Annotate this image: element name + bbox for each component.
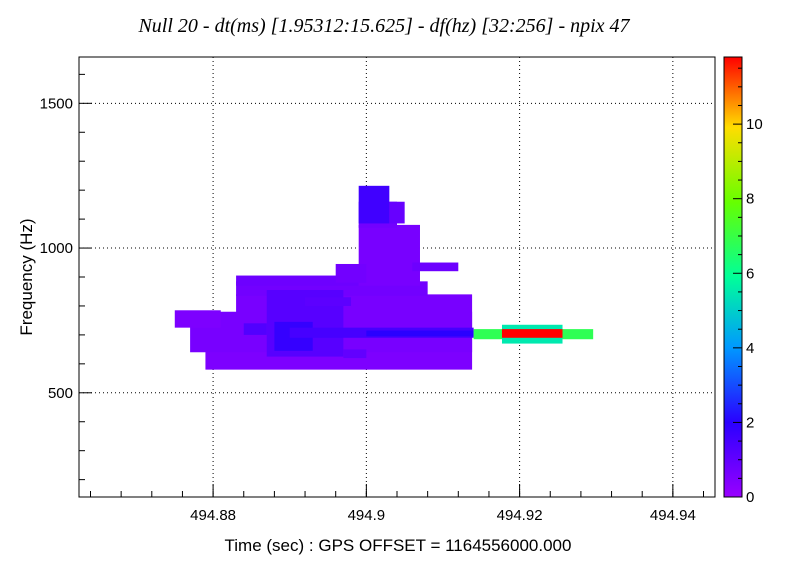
heatmap-cell (366, 330, 474, 337)
heatmap-cell (305, 297, 352, 306)
x-axis-label: Time (sec) : GPS OFFSET = 1164556000.000 (225, 536, 572, 555)
colorbar-axis: 0 2 4 6 8 10 (733, 67, 763, 506)
colorbar-tick-label: 0 (746, 489, 754, 506)
heatmap-cell (335, 263, 367, 283)
colorbar-tick-label: 4 (746, 340, 754, 357)
heatmap-cell (412, 262, 459, 272)
x-tick-label: 494.88 (190, 507, 236, 524)
y-tick-label: 500 (48, 385, 73, 402)
y-tick-label: 1500 (40, 95, 73, 112)
heatmap-cell (358, 185, 390, 224)
x-tick-label: 494.9 (348, 507, 386, 524)
x-axis: 494.88 494.9 494.92 494.94 (89, 484, 705, 524)
heatmap-cell (358, 224, 420, 286)
colorbar-tick-label: 8 (746, 191, 754, 208)
heatmap-cell (236, 275, 359, 286)
heatmap-cell (389, 201, 405, 224)
x-tick-label: 494.92 (497, 507, 543, 524)
colorbar-tick-label: 2 (746, 414, 754, 431)
heatmap-cell (243, 323, 267, 335)
colorbar (723, 56, 743, 498)
y-axis-label: Frequency (Hz) (17, 218, 36, 335)
y-tick-label: 1000 (40, 240, 73, 257)
heatmap-cells (174, 185, 594, 370)
x-tick-label: 494.94 (650, 507, 696, 524)
y-axis: 500 1000 1500 (40, 73, 92, 481)
heatmap-cell (174, 310, 221, 328)
chart-title: Null 20 - dt(ms) [1.95312:15.625] - df(h… (137, 15, 630, 37)
heatmap-cell (501, 329, 563, 338)
heatmap-cell (343, 349, 367, 359)
colorbar-tick-label: 10 (746, 116, 763, 133)
colorbar-tick-label: 6 (746, 265, 754, 282)
